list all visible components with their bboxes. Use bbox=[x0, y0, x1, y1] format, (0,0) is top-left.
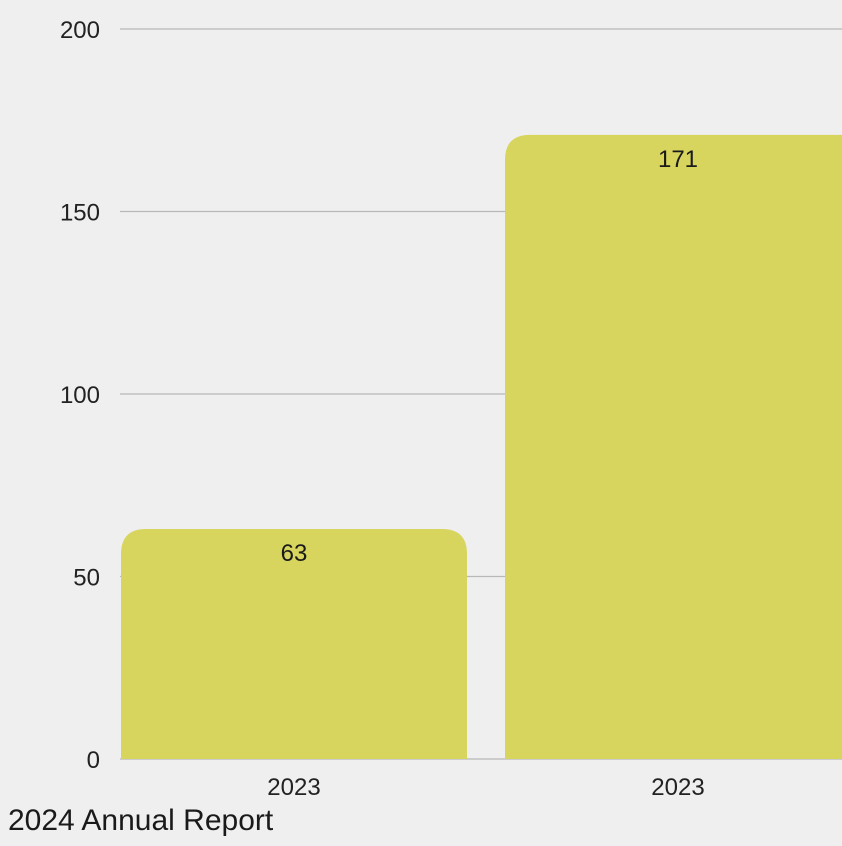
bar-2 bbox=[505, 134, 842, 759]
y-tick-label: 200 bbox=[60, 17, 100, 44]
y-tick-label: 50 bbox=[73, 565, 100, 592]
x-tick-label: 2023 bbox=[651, 774, 704, 801]
data-labels: 63 171 bbox=[281, 146, 698, 567]
bars bbox=[121, 134, 842, 759]
x-axis-ticks: 2023 2023 bbox=[267, 774, 704, 801]
bar-value-label: 171 bbox=[658, 146, 698, 173]
footer-title: 2024 Annual Report bbox=[8, 804, 274, 837]
y-tick-label: 0 bbox=[87, 747, 100, 774]
bar-value-label: 63 bbox=[281, 540, 308, 567]
bar-1 bbox=[121, 529, 467, 759]
y-tick-label: 150 bbox=[60, 200, 100, 227]
y-tick-label: 100 bbox=[60, 382, 100, 409]
y-axis-ticks: 0 50 100 150 200 bbox=[60, 17, 100, 774]
x-tick-label: 2023 bbox=[267, 774, 320, 801]
